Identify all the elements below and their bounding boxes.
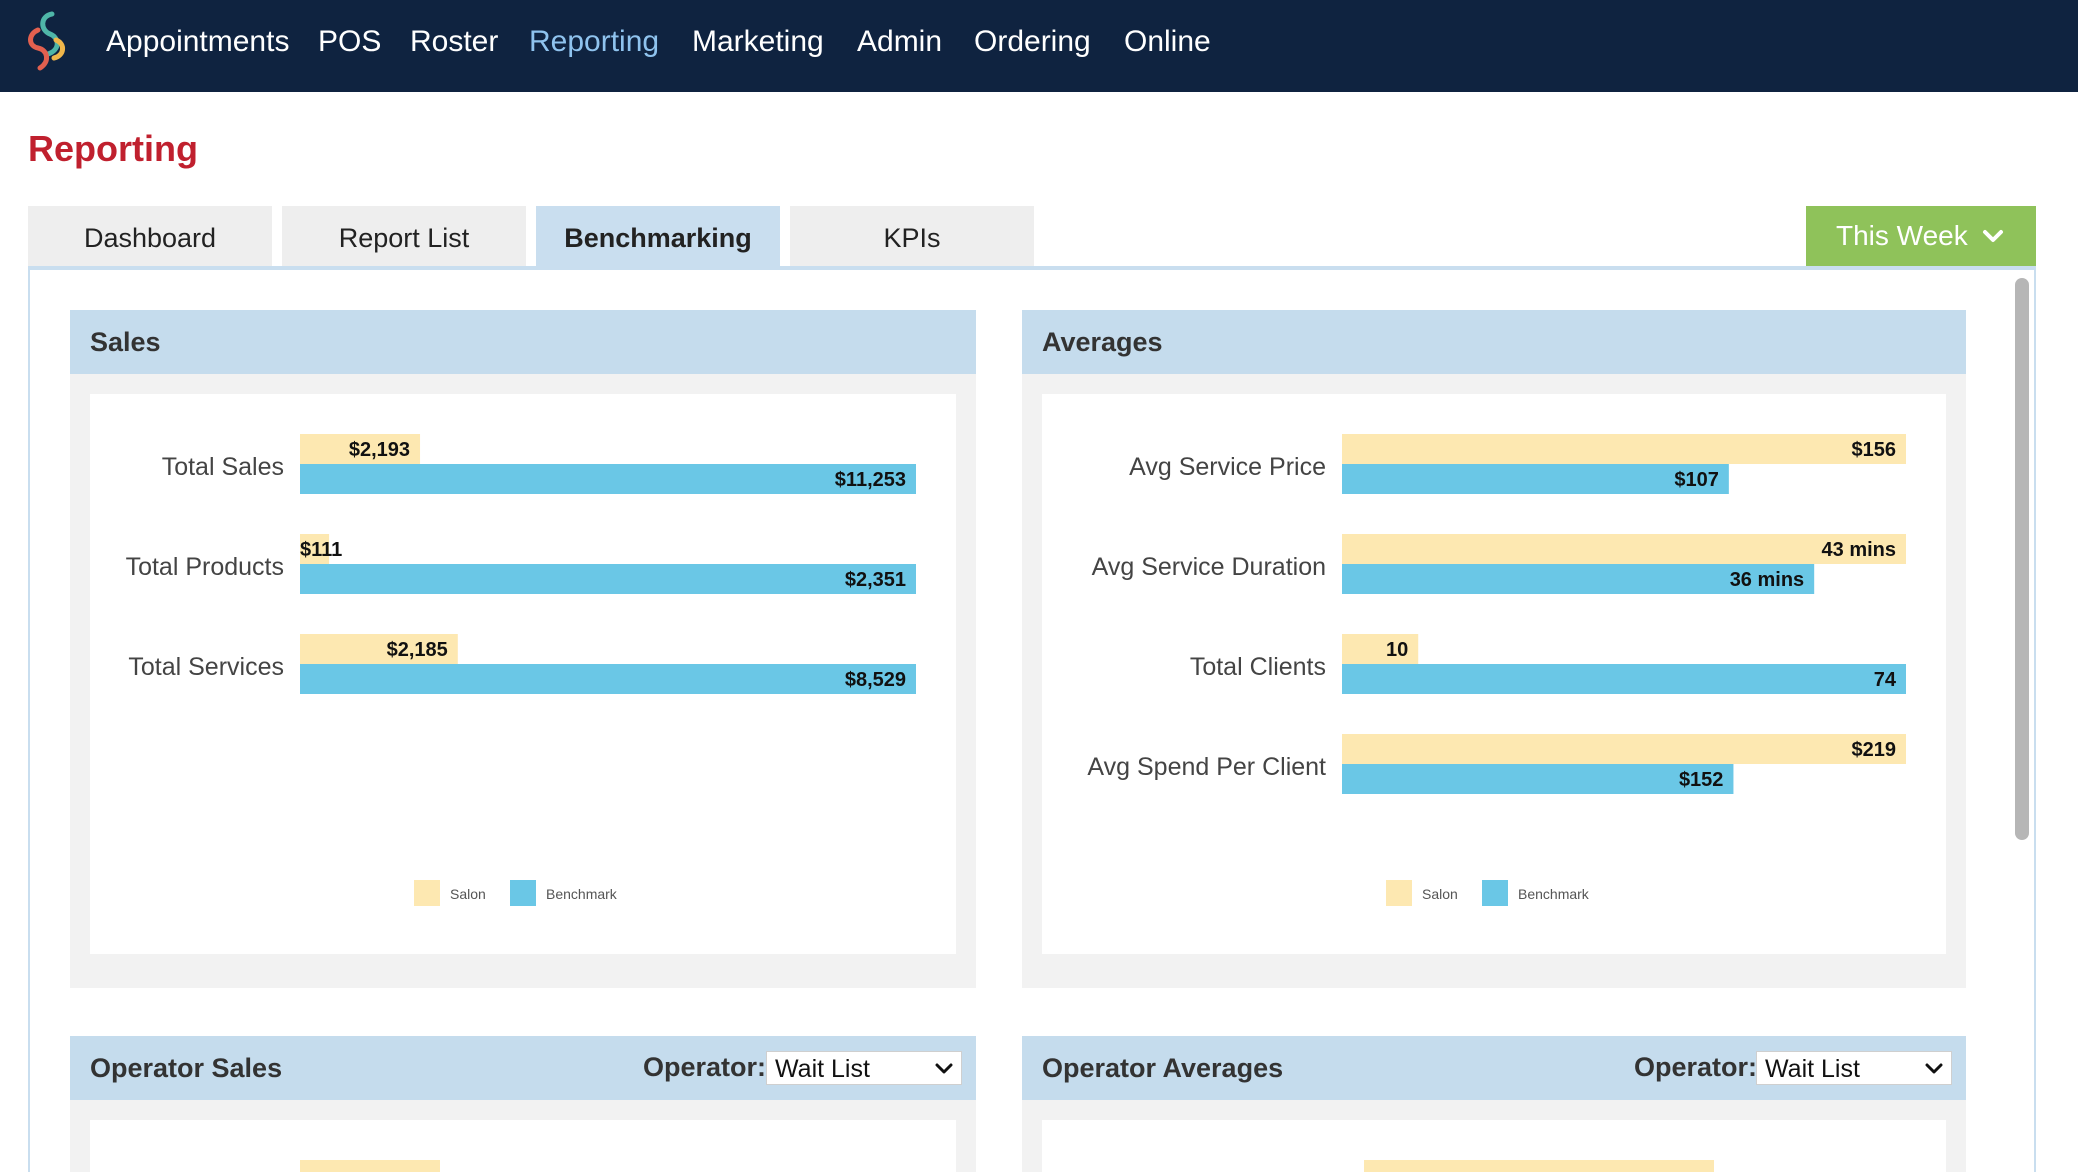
benchmark-bar-avg-service-price [1342, 464, 1729, 494]
salon-bar-total-products [300, 534, 330, 564]
nav-reporting[interactable]: Reporting [529, 25, 660, 58]
averages-panel-title: Averages [1042, 327, 1163, 357]
nav-admin[interactable]: Admin [857, 25, 943, 58]
category-label-avg-service-duration: Avg Service Duration [1092, 553, 1326, 581]
sales-bar-chart: Total Sales $2,193 $11,253 Total Products $1… [126, 434, 916, 906]
operator-averages-chart-area [1042, 1120, 1946, 1172]
averages-panel: Averages Avg Service Price $156 $107 Avg Se… [1022, 310, 1966, 988]
legend-swatch-salon [414, 880, 440, 906]
chevron-down-icon [1925, 1063, 1943, 1074]
legend-label-salon: Salon [450, 886, 486, 902]
tab-kpis[interactable]: KPIs [790, 206, 1034, 266]
legend-swatch-salon [1386, 880, 1412, 906]
legend-swatch-benchmark [1482, 880, 1508, 906]
legend-label-benchmark: Benchmark [1518, 886, 1590, 902]
page-title: Reporting [28, 128, 198, 169]
averages-chart-area: Avg Service Price $156 $107 Avg Service Dur… [1042, 394, 1946, 954]
category-label-total-sales: Total Sales [162, 453, 284, 481]
sales-chart-area: Total Sales $2,193 $11,253 Total Products $1… [90, 394, 956, 954]
operator-averages-operator-label: Operator: [1634, 1052, 1758, 1082]
operator-sales-operator-label: Operator: [643, 1052, 767, 1082]
salon-value-label-total-sales: $2,193 [349, 439, 410, 461]
operator-averages-panel-header: Operator Averages Operator: Wait List [1022, 1036, 1966, 1100]
benchmark-value-label-total-products: $2,351 [845, 569, 906, 591]
nav-roster[interactable]: Roster [410, 25, 499, 58]
operator-sales-panel: Operator Sales Operator: Wait List [70, 1036, 976, 1172]
tab-dashboard[interactable]: Dashboard [28, 206, 272, 266]
benchmark-value-label-avg-spend-per-client: $152 [1679, 769, 1724, 791]
category-label-avg-spend-per-client: Avg Spend Per Client [1087, 753, 1326, 781]
top-nav-bar: Appointments POS Roster Reporting Market… [0, 0, 2078, 92]
benchmark-bar-total-sales [300, 464, 916, 494]
period-dropdown-button[interactable]: This Week [1806, 206, 2036, 266]
nav-ordering[interactable]: Ordering [974, 25, 1091, 58]
benchmark-value-label-total-clients: 74 [1874, 669, 1897, 691]
operator-sales-panel-header: Operator Sales Operator: Wait List [70, 1036, 976, 1100]
benchmark-bar-avg-service-duration [1342, 564, 1815, 594]
salon-bar-avg-service-price [1342, 434, 1906, 464]
legend-label-salon: Salon [1422, 886, 1458, 902]
benchmark-bar-total-clients [1342, 664, 1906, 694]
sales-panel: Sales Total Sales $2,193 $11,253 Total Prod… [70, 310, 976, 988]
benchmarking-content-frame [28, 266, 2036, 1172]
salon-bar-total-services [300, 634, 458, 664]
operator-sales-partial-bar [300, 1160, 440, 1172]
salon-value-label-avg-service-price: $156 [1852, 439, 1897, 461]
salon-bar-avg-spend-per-client [1342, 734, 1906, 764]
category-label-total-services: Total Services [128, 653, 284, 681]
salon-value-label-avg-spend-per-client: $219 [1852, 739, 1897, 761]
benchmark-bar-total-services [300, 664, 916, 694]
benchmark-bar-total-products [300, 564, 916, 594]
averages-panel-header: Averages [1022, 310, 1966, 374]
chevron-down-icon [1983, 230, 2003, 242]
salon-value-label-avg-service-duration: 43 mins [1822, 539, 1896, 561]
averages-bar-chart: Avg Service Price $156 $107 Avg Service Dur… [1087, 434, 1906, 906]
operator-averages-select-value: Wait List [1765, 1055, 1860, 1083]
salon-value-label-total-services: $2,185 [387, 639, 448, 661]
benchmark-value-label-avg-service-duration: 36 mins [1730, 569, 1804, 591]
app-logo-icon[interactable] [20, 10, 74, 74]
salon-bar-total-sales [300, 434, 421, 464]
operator-averages-panel-title: Operator Averages [1042, 1053, 1284, 1083]
sales-panel-header: Sales [70, 310, 976, 374]
category-label-total-products: Total Products [126, 553, 284, 581]
nav-marketing[interactable]: Marketing [692, 25, 824, 58]
category-label-avg-service-price: Avg Service Price [1129, 453, 1326, 481]
benchmark-bar-avg-spend-per-client [1342, 764, 1734, 794]
salon-value-label-total-clients: 10 [1386, 639, 1408, 661]
tab-report-list[interactable]: Report List [282, 206, 526, 266]
salon-bar-avg-service-duration [1342, 534, 1906, 564]
benchmark-value-label-avg-service-price: $107 [1674, 469, 1719, 491]
tab-benchmarking[interactable]: Benchmarking [536, 206, 780, 266]
salon-value-label-total-products: $111 [300, 539, 342, 561]
operator-sales-select[interactable]: Wait List [766, 1051, 962, 1085]
operator-averages-select[interactable]: Wait List [1756, 1051, 1952, 1085]
category-label-total-clients: Total Clients [1190, 653, 1326, 681]
period-label: This Week [1836, 220, 1968, 251]
legend-label-benchmark: Benchmark [546, 886, 618, 902]
nav-online[interactable]: Online [1124, 25, 1211, 58]
nav-appointments[interactable]: Appointments [106, 25, 290, 58]
nav-pos[interactable]: POS [318, 25, 382, 58]
chevron-down-icon [935, 1063, 953, 1074]
legend-swatch-benchmark [510, 880, 536, 906]
benchmark-value-label-total-sales: $11,253 [835, 469, 906, 491]
benchmark-value-label-total-services: $8,529 [845, 669, 906, 691]
sales-panel-title: Sales [90, 327, 161, 357]
operator-sales-chart-area [90, 1120, 956, 1172]
operator-sales-panel-title: Operator Sales [90, 1053, 283, 1083]
operator-sales-select-value: Wait List [775, 1055, 870, 1083]
scrollbar-thumb[interactable] [2015, 278, 2029, 840]
salon-bar-total-clients [1342, 634, 1419, 664]
operator-averages-partial-bar [1364, 1160, 1714, 1172]
operator-averages-panel: Operator Averages Operator: Wait List [1022, 1036, 1966, 1172]
